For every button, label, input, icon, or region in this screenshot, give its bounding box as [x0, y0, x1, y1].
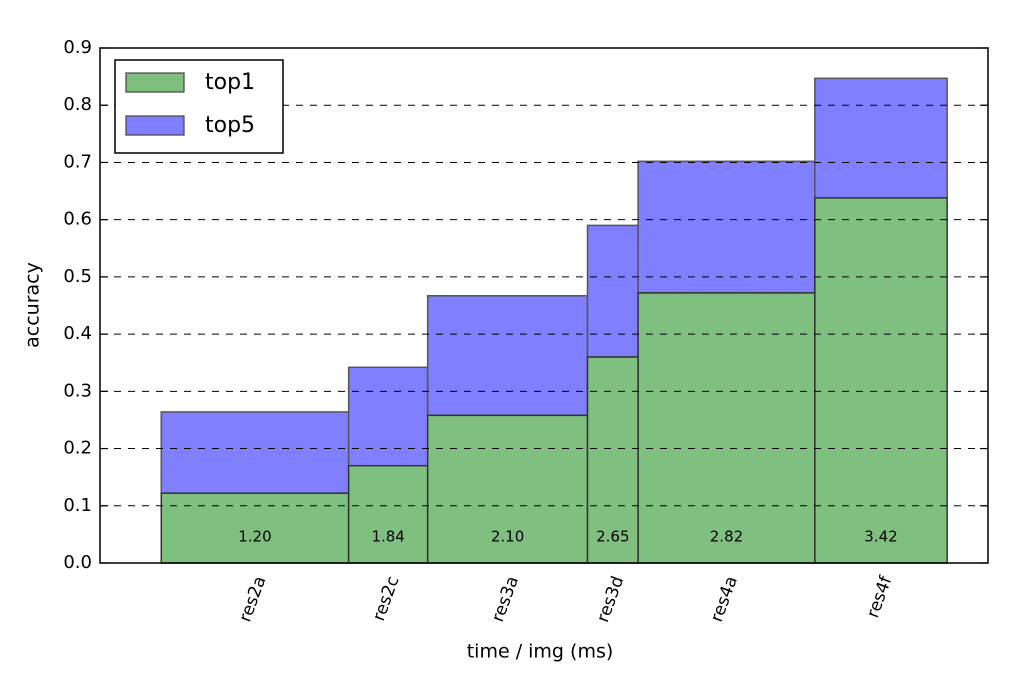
bar-top1 [160, 492, 350, 564]
y-tick-label: 0.0 [63, 552, 92, 573]
legend-swatch [125, 72, 185, 93]
bar-top5 [637, 160, 816, 294]
bar-top1 [426, 414, 589, 564]
y-tick-label: 0.7 [63, 151, 92, 172]
y-tick-label: 0.9 [63, 37, 92, 58]
x-tick-label: res4a [707, 574, 742, 625]
x-tick-label: res3a [488, 574, 523, 625]
bar-label: 1.20 [238, 528, 271, 546]
bar-top1 [814, 197, 948, 564]
y-tick-label: 0.5 [63, 266, 92, 287]
bar-label: 2.10 [491, 528, 524, 546]
bar-top5 [347, 366, 429, 467]
bar-top1 [347, 464, 429, 564]
y-tick-label: 0.8 [63, 94, 92, 115]
bar-top5 [426, 295, 589, 417]
x-tick-label: res2c [369, 574, 404, 624]
legend-label: top1 [205, 70, 255, 95]
x-tick-label: res3d [593, 574, 628, 626]
bar-top5 [814, 77, 948, 199]
y-tick-label: 0.3 [63, 380, 92, 401]
legend-label: top5 [205, 113, 255, 138]
bar-top5 [160, 411, 350, 494]
bar-top1 [637, 292, 816, 564]
x-axis-label: time / img (ms) [467, 641, 614, 663]
bar-label: 1.84 [371, 528, 404, 546]
y-axis-label: accuracy [22, 262, 44, 348]
x-tick-label: res4f [863, 573, 897, 621]
bar-top5 [586, 224, 639, 358]
plot-frame [99, 47, 989, 564]
bar-label: 2.82 [710, 528, 743, 546]
y-tick-label: 0.1 [63, 495, 92, 516]
y-tick-label: 0.2 [63, 438, 92, 459]
bar-label: 2.65 [596, 528, 629, 546]
y-tick-label: 0.6 [63, 209, 92, 230]
legend-swatch [125, 115, 185, 136]
bar-label: 3.42 [864, 528, 897, 546]
x-tick-label: res2a [235, 574, 270, 625]
y-tick-label: 0.4 [63, 323, 92, 344]
